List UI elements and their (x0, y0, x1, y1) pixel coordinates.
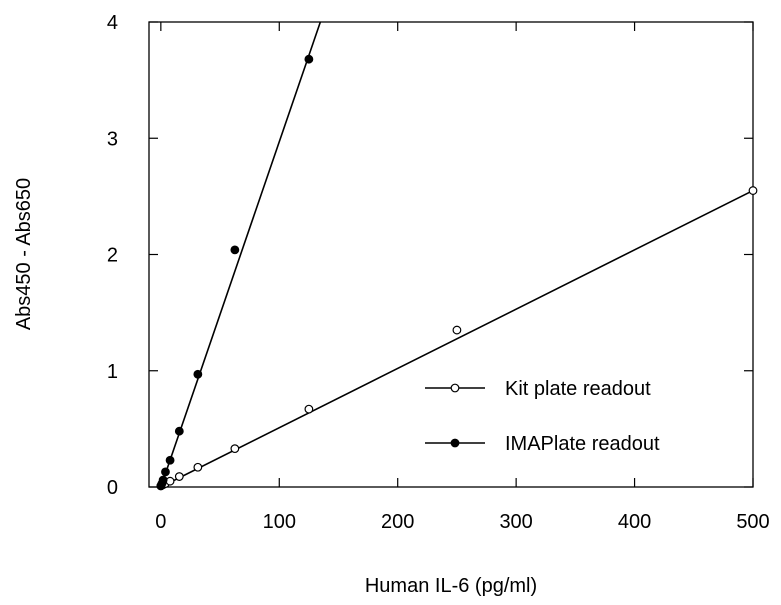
fit-line (160, 189, 754, 488)
y-tick-label: 3 (107, 128, 118, 150)
imaplate-point (174, 426, 184, 436)
y-tick-label: 1 (107, 361, 118, 383)
fit-line (160, 21, 322, 488)
x-tick-label: 500 (736, 511, 769, 533)
legend-marker (450, 383, 460, 393)
imaplate-point (193, 369, 203, 379)
data-points (156, 54, 758, 491)
legend-label: IMAPlate readout (505, 433, 660, 455)
x-tick-label: 300 (499, 511, 532, 533)
kit-plate-point (193, 462, 203, 472)
x-ticks: 0 100 200 300 400 500 (155, 22, 770, 533)
kit-plate-point (452, 325, 462, 335)
kit-plate-point (165, 476, 175, 486)
kit-plate-point (304, 404, 314, 414)
x-tick-label: 100 (263, 511, 296, 533)
plot-frame (148, 21, 754, 488)
y-axis-title: Abs450 - Abs650 (13, 178, 35, 330)
x-tick-label: 400 (618, 511, 651, 533)
legend-label: Kit plate readout (505, 378, 651, 400)
y-ticks: 0 1 2 3 4 (107, 12, 753, 499)
legend: Kit plate readout IMAPlate readout (425, 378, 660, 455)
y-tick-label: 2 (107, 245, 118, 267)
x-tick-label: 0 (155, 511, 166, 533)
fit-lines (160, 21, 754, 488)
y-tick-label: 4 (107, 12, 118, 34)
x-axis-title: Human IL-6 (pg/ml) (365, 575, 537, 597)
kit-plate-point (748, 186, 758, 195)
imaplate-point (158, 475, 168, 485)
imaplate-point (304, 54, 314, 64)
imaplate-point (165, 455, 175, 465)
kit-plate-point (174, 472, 184, 481)
imaplate-point (230, 245, 240, 255)
x-tick-label: 200 (381, 511, 414, 533)
y-tick-label: 0 (107, 477, 118, 499)
legend-marker (450, 438, 460, 448)
kit-plate-point (230, 444, 240, 454)
imaplate-point (161, 467, 170, 477)
